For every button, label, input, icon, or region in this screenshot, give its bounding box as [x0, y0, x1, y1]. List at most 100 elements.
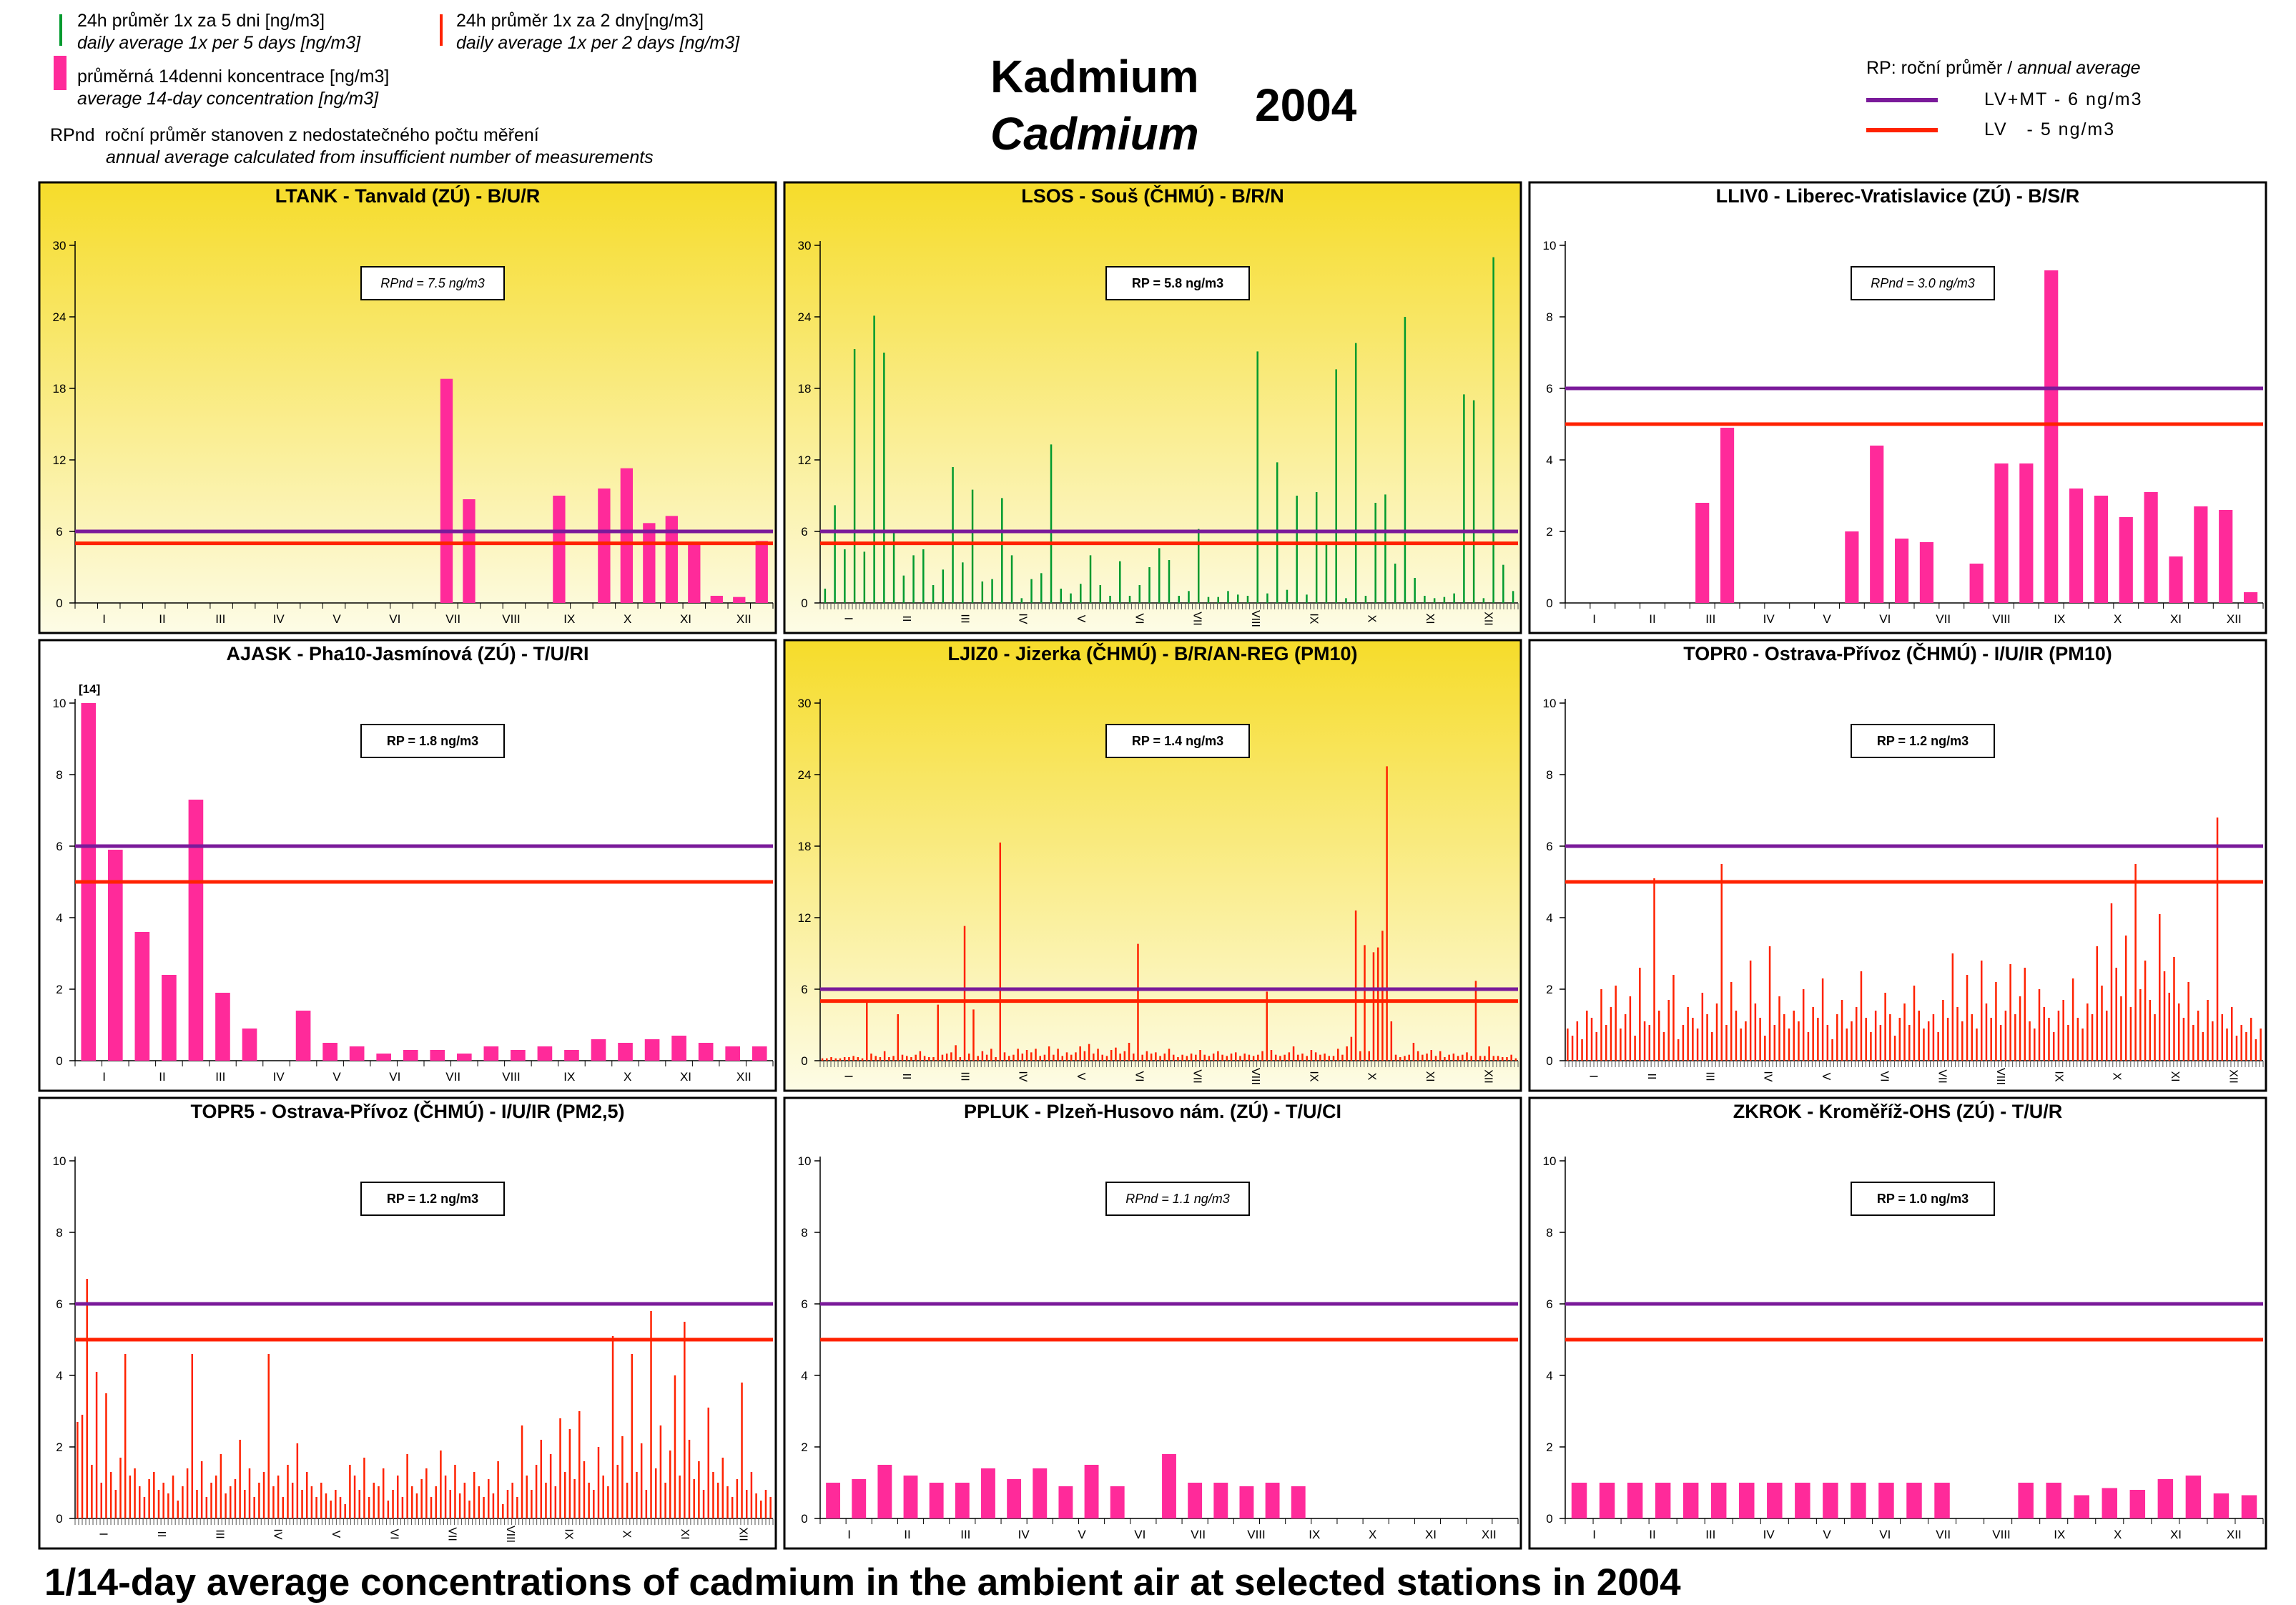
month-label: VI	[388, 1528, 400, 1539]
month-label: V	[330, 1531, 342, 1538]
y-tick-label: 6	[801, 1297, 807, 1311]
month-label: VII	[1936, 612, 1951, 626]
month-label: XI	[680, 612, 691, 626]
month-label: IX	[1309, 1528, 1320, 1541]
legend-lv-mt: LV+MT - 6 ng/m3	[1984, 89, 2143, 109]
month-label: VI	[1879, 1528, 1891, 1541]
rp-box	[360, 724, 505, 758]
month-label: XII	[2227, 612, 2242, 626]
y-tick-label: 24	[53, 310, 66, 324]
y-tick-label: 2	[801, 1440, 807, 1454]
bar	[929, 1483, 944, 1518]
bar	[1994, 463, 2009, 603]
y-tick-label: 6	[56, 525, 62, 539]
month-label: II	[900, 616, 912, 622]
month-label: V	[1075, 615, 1087, 623]
legend-green-cz: 24h průměr 1x za 5 dni [ng/m3]	[77, 11, 325, 31]
legend-green: 24h průměr 1x za 5 dni [ng/m3] daily ave…	[77, 10, 360, 54]
bar	[2157, 1479, 2174, 1518]
month-label: VIII	[1249, 610, 1261, 627]
y-tick-label: 2	[1546, 525, 1552, 539]
rp-label: RP = 1.0 ng/m3	[1877, 1192, 1969, 1206]
bar	[1058, 1486, 1073, 1518]
month-label: X	[2111, 1073, 2123, 1081]
chart-panel	[783, 1096, 1522, 1550]
bar	[1969, 564, 1984, 603]
bar	[1571, 1483, 1587, 1518]
y-tick-label: 8	[56, 1226, 62, 1240]
month-label: XI	[2170, 612, 2182, 626]
bar	[1265, 1483, 1280, 1518]
month-label: VIII	[1247, 1528, 1266, 1541]
bar	[1710, 1483, 1727, 1518]
y-tick-label: 6	[1546, 840, 1552, 853]
y-tick-label: 6	[1546, 382, 1552, 396]
legend-rp-cz: RP: roční průměr	[1866, 58, 2003, 78]
month-label: XII	[2227, 1069, 2239, 1084]
month-label: VI	[1134, 1528, 1145, 1541]
bar	[2129, 1490, 2146, 1518]
bar	[1739, 1483, 1755, 1518]
bar	[188, 800, 204, 1061]
rp-label: RP = 1.8 ng/m3	[387, 734, 478, 748]
y-tick-label: 0	[56, 597, 62, 610]
legend-green-en: daily average 1x per 5 days [ng/m3]	[77, 33, 361, 53]
y-tick-label: 18	[798, 840, 812, 853]
month-label: VI	[1878, 1071, 1890, 1081]
month-label: VII	[445, 612, 460, 626]
bar	[1239, 1486, 1254, 1518]
bar	[1894, 539, 1909, 603]
bar	[134, 932, 150, 1061]
month-label: I	[842, 617, 854, 620]
rp-label: RPnd = 7.5 ng/m3	[380, 276, 485, 290]
bar	[1162, 1454, 1176, 1518]
rp-box	[1851, 266, 1995, 300]
month-label: V	[1820, 1073, 1832, 1081]
bar	[725, 1046, 741, 1061]
month-label: V	[1075, 1073, 1087, 1081]
bar	[403, 1050, 418, 1061]
y-tick-label: 8	[1546, 768, 1552, 782]
bar	[1934, 1483, 1950, 1518]
page-year: 2004	[1255, 79, 1357, 131]
figure-caption: 1/14-day average concentrations of cadmi…	[44, 1561, 1681, 1604]
bar	[1919, 542, 1934, 603]
month-label: II	[159, 1070, 165, 1084]
month-label: XI	[2169, 1071, 2181, 1081]
y-tick-label: 4	[1546, 453, 1552, 467]
y-tick-label: 12	[798, 453, 812, 467]
rp-box	[1105, 266, 1250, 300]
bar	[1291, 1486, 1306, 1518]
y-tick-label: 10	[1543, 239, 1557, 252]
month-label: X	[2114, 1528, 2122, 1541]
bar	[2018, 1483, 2034, 1518]
bar	[2219, 510, 2233, 603]
month-label: X	[1369, 1528, 1376, 1541]
bar	[430, 1050, 445, 1061]
bar	[877, 1465, 892, 1518]
month-label: II	[1649, 612, 1655, 626]
month-label: X	[624, 1070, 631, 1084]
bar	[2044, 270, 2059, 603]
y-tick-label: 24	[798, 768, 812, 782]
month-label: I	[842, 1075, 854, 1078]
month-label: VII	[1191, 612, 1203, 626]
month-label: VII	[1191, 1528, 1206, 1541]
month-label: III	[215, 1070, 225, 1084]
month-label: I	[102, 612, 106, 626]
chart-panel	[38, 639, 777, 1092]
month-label: IX	[1307, 1071, 1319, 1081]
bar	[2185, 1476, 2202, 1518]
legend-rp-title: RP: roční průměr / annual average	[1866, 58, 2141, 78]
month-label: IV	[273, 612, 285, 626]
bar	[1084, 1465, 1099, 1518]
month-label: II	[159, 612, 165, 626]
bar	[349, 1046, 365, 1061]
month-label: IX	[562, 1528, 574, 1539]
month-label: II	[904, 1528, 910, 1541]
y-tick-label: 10	[1543, 697, 1557, 710]
bar	[1033, 1468, 1048, 1518]
y-tick-label: 30	[53, 239, 66, 252]
y-tick-label: 4	[56, 1369, 62, 1383]
bar	[1851, 1483, 1866, 1518]
